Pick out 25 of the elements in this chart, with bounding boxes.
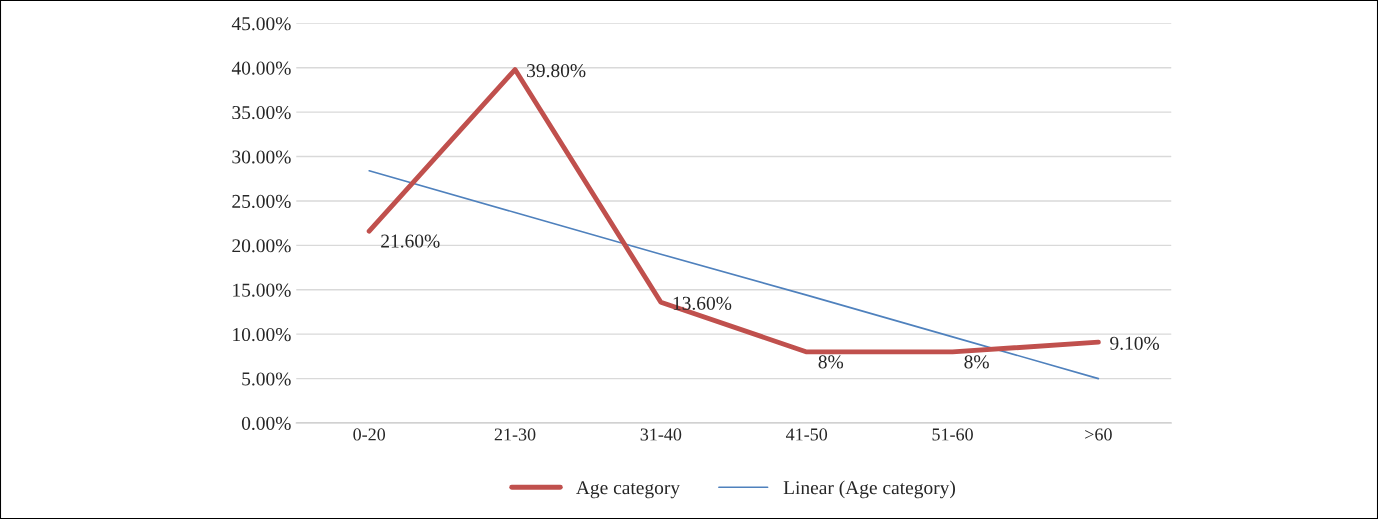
x-tick-label: 21-30 bbox=[494, 428, 536, 441]
data-label: 8% bbox=[818, 355, 844, 369]
x-tick-label: >60 bbox=[1085, 428, 1112, 441]
y-tick-label: 0.00% bbox=[241, 416, 291, 431]
line-series bbox=[368, 169, 1100, 380]
y-tick-label: 25.00% bbox=[232, 194, 291, 208]
legend-label: Linear (Age category) bbox=[783, 480, 956, 499]
x-tick-label: 31-40 bbox=[640, 428, 682, 441]
x-tick-label: 51-60 bbox=[932, 428, 973, 441]
y-tick-label: 35.00% bbox=[232, 105, 291, 120]
y-tick-label: 40.00% bbox=[231, 61, 291, 75]
y-tick-label: 15.00% bbox=[233, 283, 291, 297]
y-tick-label: 10.00% bbox=[233, 327, 291, 342]
y-tick-label: 45.00% bbox=[231, 17, 291, 31]
data-label: 8% bbox=[964, 355, 989, 369]
y-tick-label: 30.00% bbox=[232, 150, 291, 164]
data-label: 21.60% bbox=[381, 234, 440, 248]
data-label: 13.60% bbox=[673, 296, 732, 310]
data-label: 9.10% bbox=[1110, 336, 1160, 350]
x-tick-label: 0-20 bbox=[353, 428, 386, 441]
legend-label: Age category bbox=[576, 481, 680, 499]
x-tick-label: 41-50 bbox=[786, 428, 828, 441]
data-label: 39.80% bbox=[527, 64, 586, 78]
y-tick-label: 5.00% bbox=[242, 372, 291, 386]
y-tick-label: 20.00% bbox=[232, 239, 291, 253]
